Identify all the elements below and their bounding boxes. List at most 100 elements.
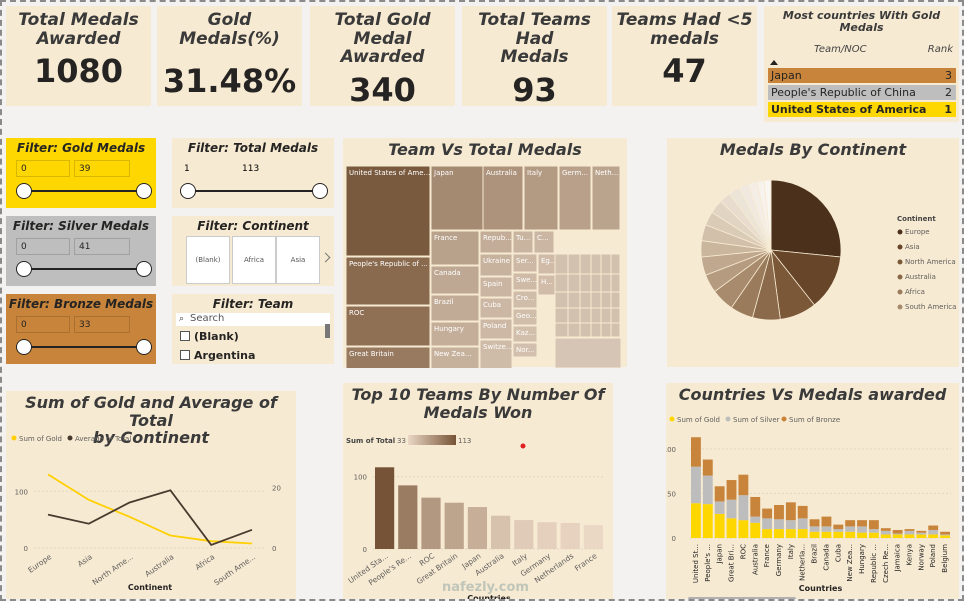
treemap-cell	[430, 165, 484, 231]
bar-segment	[809, 526, 820, 532]
gold-slider-min-handle[interactable]	[16, 183, 32, 199]
checkbox-icon[interactable]	[180, 350, 190, 360]
bar-segment	[738, 520, 749, 538]
bar-segment	[928, 529, 939, 535]
bronze-min-input[interactable]: 0	[16, 316, 70, 333]
gold-min-input[interactable]: 0	[16, 160, 70, 177]
treemap-cell-label: Italy	[527, 169, 542, 177]
line-svg[interactable]: Sum of Gold Average of Total 0 100 0 20 Europe…	[6, 433, 296, 601]
gold-max-input[interactable]: 39	[74, 160, 130, 177]
treemap-cell	[345, 256, 431, 306]
total-min-value[interactable]: 1	[184, 164, 190, 174]
line-series	[47, 473, 253, 545]
team-option[interactable]: Argentina	[180, 349, 255, 362]
total-slider-max-handle[interactable]	[312, 183, 328, 199]
pie-legend-dot	[897, 289, 903, 295]
horizontal-scrollbar[interactable]	[688, 597, 796, 601]
scrollbar[interactable]	[325, 324, 330, 338]
team-option[interactable]: (Blank)	[180, 330, 239, 343]
gold-slider-max-handle[interactable]	[136, 183, 152, 199]
pie-svg[interactable]: Continent Europe Asia North America Australi…	[667, 162, 959, 368]
silver-slider-track[interactable]	[24, 268, 144, 270]
bar-segment	[750, 516, 761, 523]
filter-title: Filter: Continent	[197, 219, 309, 233]
treemap-cell	[479, 297, 513, 319]
pie-legend-dot	[897, 229, 903, 235]
continent-option[interactable]: Asia	[276, 236, 320, 284]
bar-segment	[821, 526, 832, 532]
filter-title: Filter: Gold Medals	[16, 141, 146, 155]
treemap-cell-label: Australia	[486, 169, 517, 177]
bar-segment	[726, 480, 737, 500]
bar-segment	[750, 522, 761, 538]
checkbox-icon[interactable]	[180, 331, 190, 341]
stacked-title: Countries Vs Medals awarded	[678, 385, 947, 404]
treemap-cell	[600, 273, 612, 293]
total-max-value[interactable]: 113	[242, 164, 260, 174]
x-axis-title: Countries	[467, 594, 511, 601]
treemap-cell	[567, 291, 581, 309]
pie-slice	[770, 179, 842, 258]
treemap-cell	[554, 273, 569, 293]
treemap-cell	[479, 339, 513, 368]
legend-dot	[669, 416, 675, 422]
kpi-value: 47	[662, 52, 707, 91]
x-tick-label: Czech Re...	[882, 544, 890, 583]
silver-min-input[interactable]: 0	[16, 238, 70, 255]
treemap-cell	[345, 305, 431, 347]
ranking-row[interactable]: People's Republic of China 2	[768, 85, 956, 100]
treemap-svg[interactable]: United States of Ame... People's Republic…	[343, 162, 627, 368]
x-tick-label: France	[573, 551, 599, 573]
gold-slider-track[interactable]	[24, 190, 144, 192]
treemap-cell-label: Nor...	[516, 346, 534, 354]
bronze-slider-min-handle[interactable]	[16, 339, 32, 355]
bar-segment	[691, 503, 701, 538]
treemap-cell-label: Brazil	[434, 298, 454, 306]
treemap-cell	[345, 165, 431, 257]
bar-segment	[833, 524, 844, 530]
continent-option[interactable]: (Blank)	[186, 236, 230, 284]
bar-segment	[857, 532, 867, 538]
silver-slider-max-handle[interactable]	[136, 261, 152, 277]
ranking-row[interactable]: Japan 3	[768, 68, 956, 83]
bronze-slider-max-handle[interactable]	[136, 339, 152, 355]
bronze-slider-track[interactable]	[24, 346, 144, 348]
team-search-box[interactable]: ⌕ Search	[176, 313, 330, 326]
team-search-placeholder: Search	[190, 313, 225, 324]
bar-segment	[702, 475, 713, 505]
bar-segment	[797, 505, 808, 519]
pie-legend-label: North America	[905, 258, 956, 266]
total-slider-min-handle[interactable]	[180, 183, 196, 199]
y2-tick-label: 0	[272, 545, 276, 553]
bronze-max-input[interactable]: 33	[74, 316, 130, 333]
continent-option[interactable]: Africa	[232, 236, 276, 284]
filter-title: Filter: Bronze Medals	[8, 297, 154, 311]
silver-slider-min-handle[interactable]	[16, 261, 32, 277]
bar-segment	[738, 495, 749, 521]
treemap-cell	[567, 253, 581, 275]
treemap-cell	[430, 230, 480, 266]
treemap-cell	[512, 290, 538, 309]
ranking-row[interactable]: United States of America 1	[768, 102, 956, 117]
stacked-svg[interactable]: Sum of Gold Sum of Silver Sum of Bronze 0 50…	[666, 407, 959, 601]
x-tick-label: Kenya	[905, 544, 913, 565]
sort-arrow-icon[interactable]	[770, 60, 778, 65]
bar-segment	[821, 516, 832, 527]
treemap-cell-label: People's Republic of ...	[349, 260, 428, 268]
treemap-cell-label: Cro...	[516, 294, 534, 302]
bar-segment	[809, 531, 820, 538]
chevron-right-icon[interactable]	[320, 252, 331, 263]
bar-segment	[857, 520, 867, 527]
total-slider-track[interactable]	[188, 190, 322, 192]
treemap-cell-label: Geo...	[516, 312, 537, 320]
bar-segment	[868, 520, 879, 530]
legend-label: Sum of Bronze	[789, 416, 840, 424]
x-tick-label: Jamaica	[894, 544, 902, 573]
treemap-title: Team Vs Total Medals	[388, 140, 582, 159]
gold-ranking-table: Most countries With Gold Medals Team/NOC …	[764, 6, 959, 122]
pie-legend-dot	[897, 244, 903, 250]
treemap-cell-label: Repub...	[483, 234, 512, 242]
silver-max-input[interactable]: 41	[74, 238, 130, 255]
x-tick-label: People's ...	[704, 544, 712, 582]
